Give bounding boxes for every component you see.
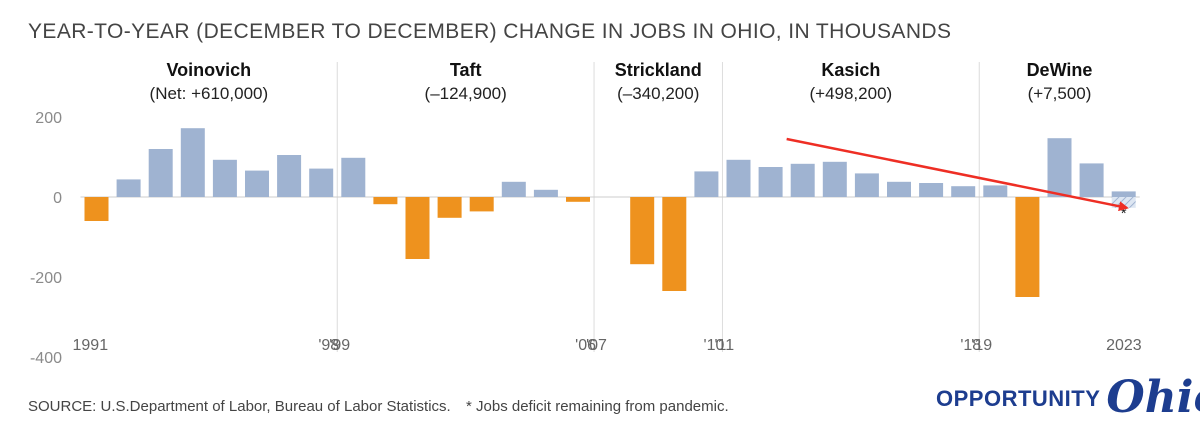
bar-2022	[1079, 163, 1104, 197]
governor-name: Kasich	[821, 60, 880, 80]
governor-dividers	[336, 62, 980, 352]
bar-1995	[212, 159, 237, 197]
y-tick-label: -200	[30, 270, 62, 287]
bar-2006	[566, 197, 590, 202]
x-year-label: '98	[318, 337, 339, 354]
y-axis: 200 0 -200 -400	[30, 110, 62, 367]
bar-2009	[662, 197, 687, 291]
bar-2020	[1015, 197, 1040, 297]
bar-2014	[822, 161, 847, 197]
bar-2000	[373, 197, 398, 205]
bar-2023	[1111, 191, 1136, 197]
bar-1994	[180, 128, 205, 197]
bar-1998	[309, 168, 334, 197]
x-year-label: '06	[575, 337, 596, 354]
governor-name: Taft	[450, 60, 482, 80]
governor-net-change: (–340,200)	[617, 84, 699, 103]
governor-net-change: (–124,900)	[425, 84, 507, 103]
governor-net-change: (+7,500)	[1028, 84, 1092, 103]
bar-1993	[148, 149, 173, 197]
bar-2018	[951, 186, 976, 197]
governor-name: Strickland	[615, 60, 702, 80]
bar-2010	[694, 171, 719, 197]
x-year-label: '19	[971, 337, 992, 354]
bar-2012	[758, 167, 783, 197]
bar-2004	[501, 181, 526, 197]
bar-2001	[405, 197, 430, 259]
x-year-label: '10	[704, 337, 725, 354]
x-year-label: 2023	[1106, 337, 1142, 354]
bar-1997	[277, 155, 302, 197]
bar-2021	[1047, 138, 1072, 197]
bar-2013	[790, 163, 815, 197]
bar-1992	[116, 179, 141, 197]
bar-2017	[919, 183, 944, 197]
bars: *	[84, 128, 1136, 297]
bar-2016	[887, 181, 911, 197]
x-year-label: '99	[329, 337, 350, 354]
y-tick-label: 0	[53, 190, 62, 207]
bar-1999	[341, 157, 366, 197]
bar-1996	[245, 170, 269, 197]
y-tick-label: -400	[30, 350, 62, 367]
bar-2003	[469, 197, 494, 212]
y-tick-label: 200	[35, 110, 62, 127]
pandemic-deficit-marker: *	[1121, 205, 1127, 222]
chart-title: YEAR-TO-YEAR (DECEMBER TO DECEMBER) CHAN…	[28, 20, 952, 43]
trend-overlay	[786, 137, 1129, 212]
bar-2019	[983, 185, 1008, 197]
source-note: SOURCE: U.S.Department of Labor, Bureau …	[28, 398, 451, 415]
trend-arrow	[786, 137, 1129, 212]
x-year-label: '11	[715, 337, 735, 354]
bar-2005	[533, 189, 558, 197]
footnote: * Jobs deficit remaining from pandemic.	[466, 398, 729, 415]
governor-name: DeWine	[1027, 60, 1093, 80]
x-year-label: 1991	[73, 337, 109, 354]
logo-word-ohio: Ohio	[1106, 372, 1200, 423]
bar-2011	[726, 159, 751, 197]
x-axis: 1991 '98'99 '06'07 '10'11 '18'19 2023	[73, 337, 1142, 354]
x-year-label: '07	[586, 337, 607, 354]
bar-2008	[630, 197, 655, 265]
governor-name: Voinovich	[167, 60, 252, 80]
governor-net-change: (Net: +610,000)	[150, 84, 269, 103]
bar-2002	[437, 197, 462, 218]
x-year-label: '18	[960, 337, 981, 354]
governor-net-change: (+498,200)	[809, 84, 892, 103]
opportunity-ohio-logo: OPPORTUNITYOhio	[936, 372, 1200, 423]
governor-headers: Voinovich (Net: +610,000) Taft (–124,900) St…	[150, 60, 1093, 103]
bar-1991	[84, 197, 109, 221]
bar-2015	[854, 173, 879, 197]
logo-word-opportunity: OPPORTUNITY	[936, 386, 1101, 411]
